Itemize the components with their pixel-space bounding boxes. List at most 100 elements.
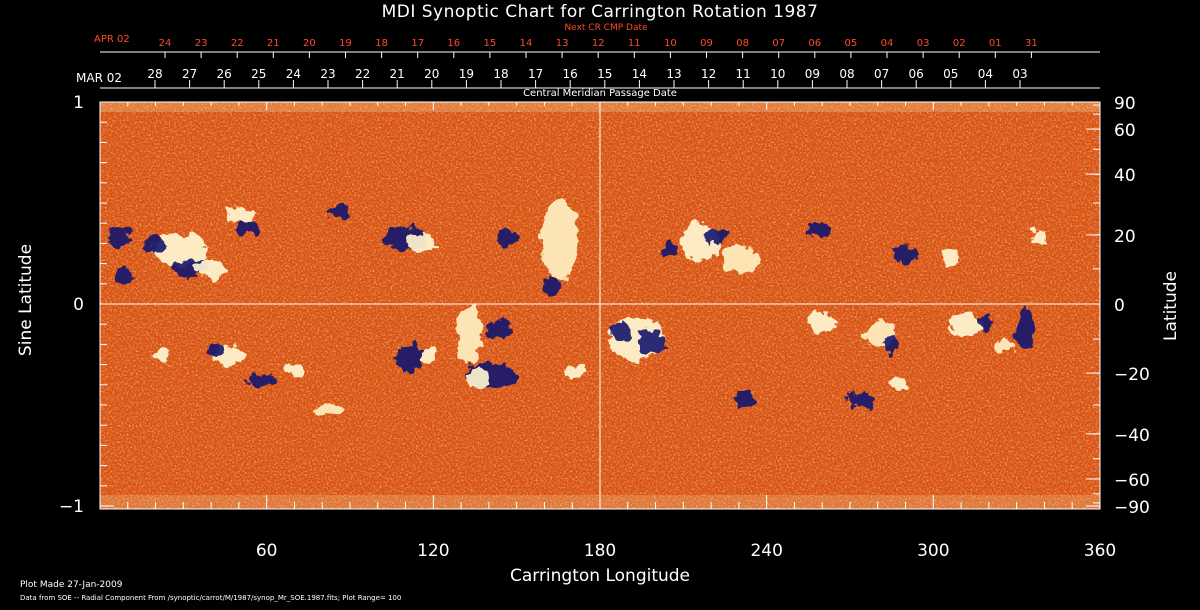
carrington-longitude-axis-label: Carrington Longitude [509,566,691,586]
active-region [1015,308,1035,352]
active-region [458,305,482,365]
active-region [703,228,727,244]
active-region [892,378,908,390]
x-tick-label: 120 [417,541,449,561]
y-tick-label-right: −60 [1114,471,1150,491]
cmp-date-label: 07 [874,67,889,81]
active-region [806,312,838,332]
active-region [542,200,578,280]
active-region [495,230,515,246]
cmp-start-label: MAR 02 [76,71,122,85]
next-cr-date-label: 12 [592,38,605,49]
active-region [997,337,1013,353]
cmp-date-label: 16 [563,67,578,81]
y-tick-label-left: −1 [59,497,84,517]
active-region [330,202,350,218]
cmp-date-label: 11 [736,67,751,81]
active-region [735,392,755,408]
active-region [238,221,262,235]
active-region [610,322,630,338]
y-tick-label-right: 40 [1114,166,1136,186]
cmp-date-label: 19 [459,67,474,81]
y-tick-label-right: 20 [1114,227,1136,247]
x-tick-label: 60 [256,541,278,561]
active-region [316,404,344,416]
cmp-date-label: 04 [978,67,993,81]
next-cr-date-label: 05 [845,38,858,49]
next-cr-date-label: 20 [303,38,316,49]
active-region [486,320,514,340]
next-cr-date-label: 13 [556,38,569,49]
next-cr-date-label: 02 [953,38,966,49]
cmp-date-label: 12 [701,67,716,81]
active-region [565,366,585,378]
active-region [145,237,165,253]
active-region [882,335,898,355]
x-tick-label: 240 [750,541,782,561]
next-cr-date-label: 01 [989,38,1002,49]
next-cr-date-label: 08 [736,38,749,49]
active-region [722,246,758,274]
next-cr-date-label: 17 [411,38,424,49]
active-region [977,312,993,332]
cmp-date-label: 15 [597,67,612,81]
next-cr-date-label: 15 [484,38,497,49]
active-region [205,344,225,356]
active-region [150,350,170,362]
cmp-date-label: 22 [355,67,370,81]
y-tick-label-left: 1 [73,93,84,113]
next-cr-start-label: APR 02 [94,34,130,45]
y-tick-label-right: −40 [1114,426,1150,446]
cmp-date-label: 17 [528,67,543,81]
next-cr-date-label: 11 [628,38,641,49]
cmp-date-label: 18 [493,67,508,81]
y-tick-label-left: 0 [73,295,84,315]
y-tick-label-right: 90 [1114,94,1136,114]
active-region [196,258,224,278]
next-cr-date-label: 10 [664,38,677,49]
cmp-date-label: 28 [147,67,162,81]
active-region [1032,230,1048,246]
cmp-date-label: 05 [943,67,958,81]
cmp-date-label: 06 [909,67,924,81]
cmp-date-label: 13 [666,67,681,81]
data-source-note: Data from SOE -- Radial Component From /… [20,594,402,602]
cmp-date-label: 09 [805,67,820,81]
active-region [154,234,206,266]
active-region [422,347,438,363]
next-cr-date-label: 16 [447,38,460,49]
chart-labels: 60 120 180 240 300 36010−1906040200−20−40−60−… [59,34,1150,561]
cmp-date-label: 23 [320,67,335,81]
active-region [117,267,133,283]
plot-made-note: Plot Made 27-Jan-2009 [20,580,123,590]
cmp-date-label: 03 [1012,67,1027,81]
central-meridian-passage-label: Central Meridian Passage Date [523,88,677,99]
x-tick-label: 300 [917,541,949,561]
x-tick-label: 360 [1084,541,1116,561]
cmp-date-label: 26 [217,67,232,81]
active-region [895,245,915,265]
cmp-date-label: 10 [770,67,785,81]
active-region [226,207,254,223]
magnetogram-image [100,102,1100,509]
y-tick-label-right: 0 [1114,296,1125,316]
active-region [940,250,960,266]
next-cr-date-label: 22 [231,38,244,49]
next-cr-date-label: 07 [772,38,785,49]
cmp-date-label: 08 [839,67,854,81]
latitude-axis-label: Latitude [1161,271,1181,341]
x-tick-label: 180 [584,541,616,561]
active-region [246,374,274,386]
active-region [949,313,981,337]
cmp-date-label: 14 [632,67,647,81]
y-tick-label-right: −20 [1114,365,1150,385]
next-cr-date-label: 04 [881,38,894,49]
cmp-date-label: 20 [424,67,439,81]
next-cr-date-label: 21 [267,38,280,49]
chart-frame [99,51,1101,510]
next-cr-cmp-label: Next CR CMP Date [564,23,648,33]
next-cr-date-label: 14 [520,38,533,49]
active-region [540,277,560,293]
cmp-date-label: 21 [390,67,405,81]
